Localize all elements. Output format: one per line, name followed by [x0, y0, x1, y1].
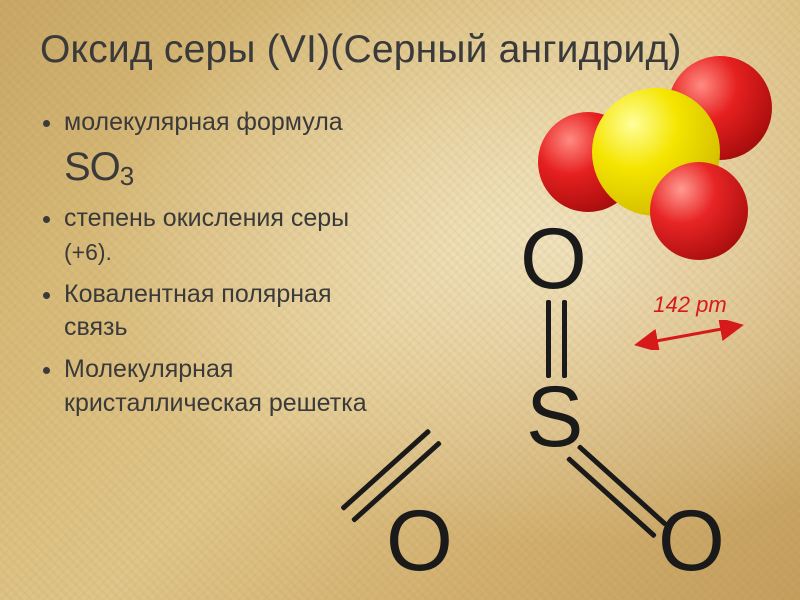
oxygen-atom-top: O — [520, 216, 587, 302]
molecular-formula: SO3 — [64, 145, 133, 189]
oxygen-atom-left: O — [386, 498, 453, 584]
formula-main: SO — [64, 145, 120, 189]
sulfur-atom-center: S — [526, 374, 583, 460]
oxidation-value: (+6). — [64, 239, 112, 265]
oxygen-sphere-front — [650, 162, 748, 260]
figure-area: 142 pm O S — [380, 106, 760, 546]
oxygen-atom-right: O — [658, 498, 725, 584]
bullet-lattice: Молекулярная кристаллическая решетка — [64, 353, 370, 421]
slide: Оксид серы (VI)(Серный ангидрид) молекул… — [0, 0, 800, 600]
bullet-formula-prefix: молекулярная формула — [64, 108, 343, 136]
double-bond-top — [544, 300, 574, 378]
bullet-formula: молекулярная формула SO3 — [64, 106, 370, 194]
structural-formula: O S O O — [390, 226, 750, 566]
bullet-list: молекулярная формула SO3 степень окислен… — [40, 106, 370, 546]
content-row: молекулярная формула SO3 степень окислен… — [40, 106, 760, 546]
oxidation-prefix: степень окисления серы — [64, 204, 349, 232]
formula-subscript: 3 — [120, 161, 133, 191]
bullet-oxidation: степень окисления серы (+6). — [64, 202, 370, 270]
bullet-bond-type: Ковалентная полярная связь — [64, 278, 370, 346]
